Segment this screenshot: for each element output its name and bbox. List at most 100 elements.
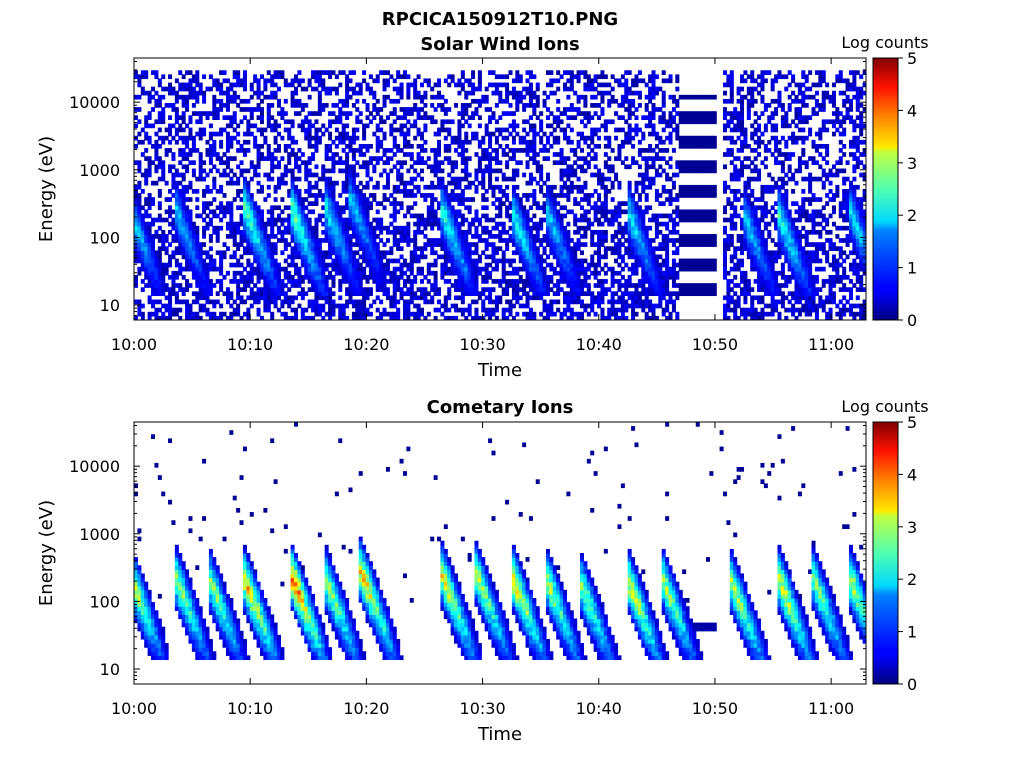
spectrogram-cell — [600, 70, 605, 75]
spectrogram-cell — [614, 234, 619, 239]
spectrogram-cell — [345, 184, 350, 190]
spectrogram-cell — [362, 184, 367, 190]
spectrogram-cell — [263, 291, 268, 297]
spectrogram-cell — [259, 234, 264, 239]
spectrogram-cell — [195, 119, 200, 125]
spectrogram-cell — [171, 180, 176, 186]
spectrogram-cell — [174, 234, 179, 239]
spectrogram-cell — [321, 238, 326, 243]
spectrogram-cell — [379, 201, 384, 206]
spectrogram-cell — [443, 279, 448, 284]
spectrogram-cell — [236, 287, 241, 292]
spectrogram-cell — [379, 250, 384, 256]
spectrogram-cell — [559, 172, 564, 178]
spectrogram-cell — [219, 283, 224, 288]
spectrogram-cell — [566, 184, 571, 190]
spectrogram-cell — [232, 270, 237, 276]
spectrogram-cell — [385, 287, 390, 292]
spectrogram-cell — [501, 225, 506, 231]
spectrogram-cell — [566, 156, 571, 161]
spectrogram-cell — [627, 103, 632, 108]
spectrogram-cell — [488, 291, 493, 297]
spectrogram-cell — [317, 262, 322, 268]
spectrogram-cell — [525, 225, 530, 231]
spectrogram-cell — [195, 131, 200, 137]
spectrogram-cell — [287, 279, 292, 284]
spectrogram-cell — [545, 307, 550, 313]
spectrogram-cell — [321, 266, 326, 272]
spectrogram-cell — [396, 74, 401, 80]
spectrogram-cell — [140, 217, 145, 223]
spectrogram-cell — [324, 148, 329, 153]
spectrogram-cell — [300, 238, 305, 243]
spectrogram-cell — [583, 225, 588, 231]
spectrogram-cell — [624, 107, 629, 112]
spectrogram-cell — [307, 111, 312, 116]
spectrogram-cell — [375, 184, 380, 190]
spectrogram-cell — [229, 98, 234, 104]
spectrogram-cell — [569, 299, 574, 305]
spectrogram-cell — [627, 189, 632, 194]
spectrogram-cell — [188, 70, 193, 75]
spectrogram-cell — [249, 176, 254, 182]
spectrogram-cell — [515, 131, 520, 137]
spectrogram-cell — [294, 184, 299, 190]
spectrogram-cell — [232, 242, 237, 247]
spectrogram-cell — [481, 168, 486, 174]
spectrogram-cell — [569, 270, 574, 276]
spectrogram-cell — [249, 193, 254, 198]
spectrogram-cell — [573, 246, 578, 251]
spectrogram-cell — [164, 307, 169, 313]
spectrogram-cell — [392, 279, 397, 284]
spectrogram-cell — [311, 279, 316, 284]
spectrogram-cell — [222, 311, 227, 317]
spectrogram-cell — [188, 229, 193, 235]
spectrogram-cell — [508, 234, 513, 239]
spectrogram-cell — [562, 168, 567, 174]
spectrogram-cell — [586, 74, 591, 80]
spectrogram-cell — [215, 152, 220, 157]
spectrogram-cell — [627, 90, 632, 96]
spectrogram-cell — [627, 205, 632, 211]
spectrogram-cell — [450, 197, 455, 202]
spectrogram-cell — [627, 266, 632, 272]
spectrogram-cell — [501, 274, 506, 280]
spectrogram-cell — [443, 78, 448, 84]
spectrogram-cell — [219, 311, 224, 317]
spectrogram-cell — [236, 307, 241, 313]
spectrogram-cell — [311, 135, 316, 141]
spectrogram-cell — [341, 234, 346, 239]
spectrogram-cell — [154, 156, 159, 161]
spectrogram-cell — [631, 205, 636, 211]
spectrogram-cell — [168, 262, 173, 268]
spectrogram-cell — [328, 254, 333, 260]
spectrogram-cell — [494, 315, 499, 320]
spectrogram-cell — [620, 160, 625, 166]
spectrogram-cell — [174, 213, 179, 219]
spectrogram-cell — [488, 254, 493, 260]
spectrogram-cell — [147, 193, 152, 198]
spectrogram-cell — [597, 103, 602, 108]
spectrogram-cell — [402, 225, 407, 231]
spectrogram-cell — [317, 311, 322, 317]
spectrogram-cell — [348, 287, 353, 292]
spectrogram-cell — [341, 180, 346, 186]
spectrogram-cell — [324, 213, 329, 219]
spectrogram-cell — [375, 139, 380, 145]
spectrogram-cell — [525, 291, 530, 297]
spectrogram-cell — [450, 225, 455, 231]
spectrogram-cell — [620, 94, 625, 100]
spectrogram-cell — [242, 193, 247, 198]
spectrogram-cell — [273, 291, 278, 297]
spectrogram-cell — [294, 229, 299, 235]
spectrogram-cell — [402, 139, 407, 145]
spectrogram-cell — [556, 107, 561, 112]
spectrogram-cell — [368, 156, 373, 161]
spectrogram-cell — [280, 266, 285, 272]
spectrogram-cell — [559, 250, 564, 256]
spectrogram-cell — [324, 234, 329, 239]
spectrogram-cell — [362, 266, 367, 272]
spectrogram-cell — [242, 107, 247, 112]
spectrogram-cell — [266, 258, 271, 264]
